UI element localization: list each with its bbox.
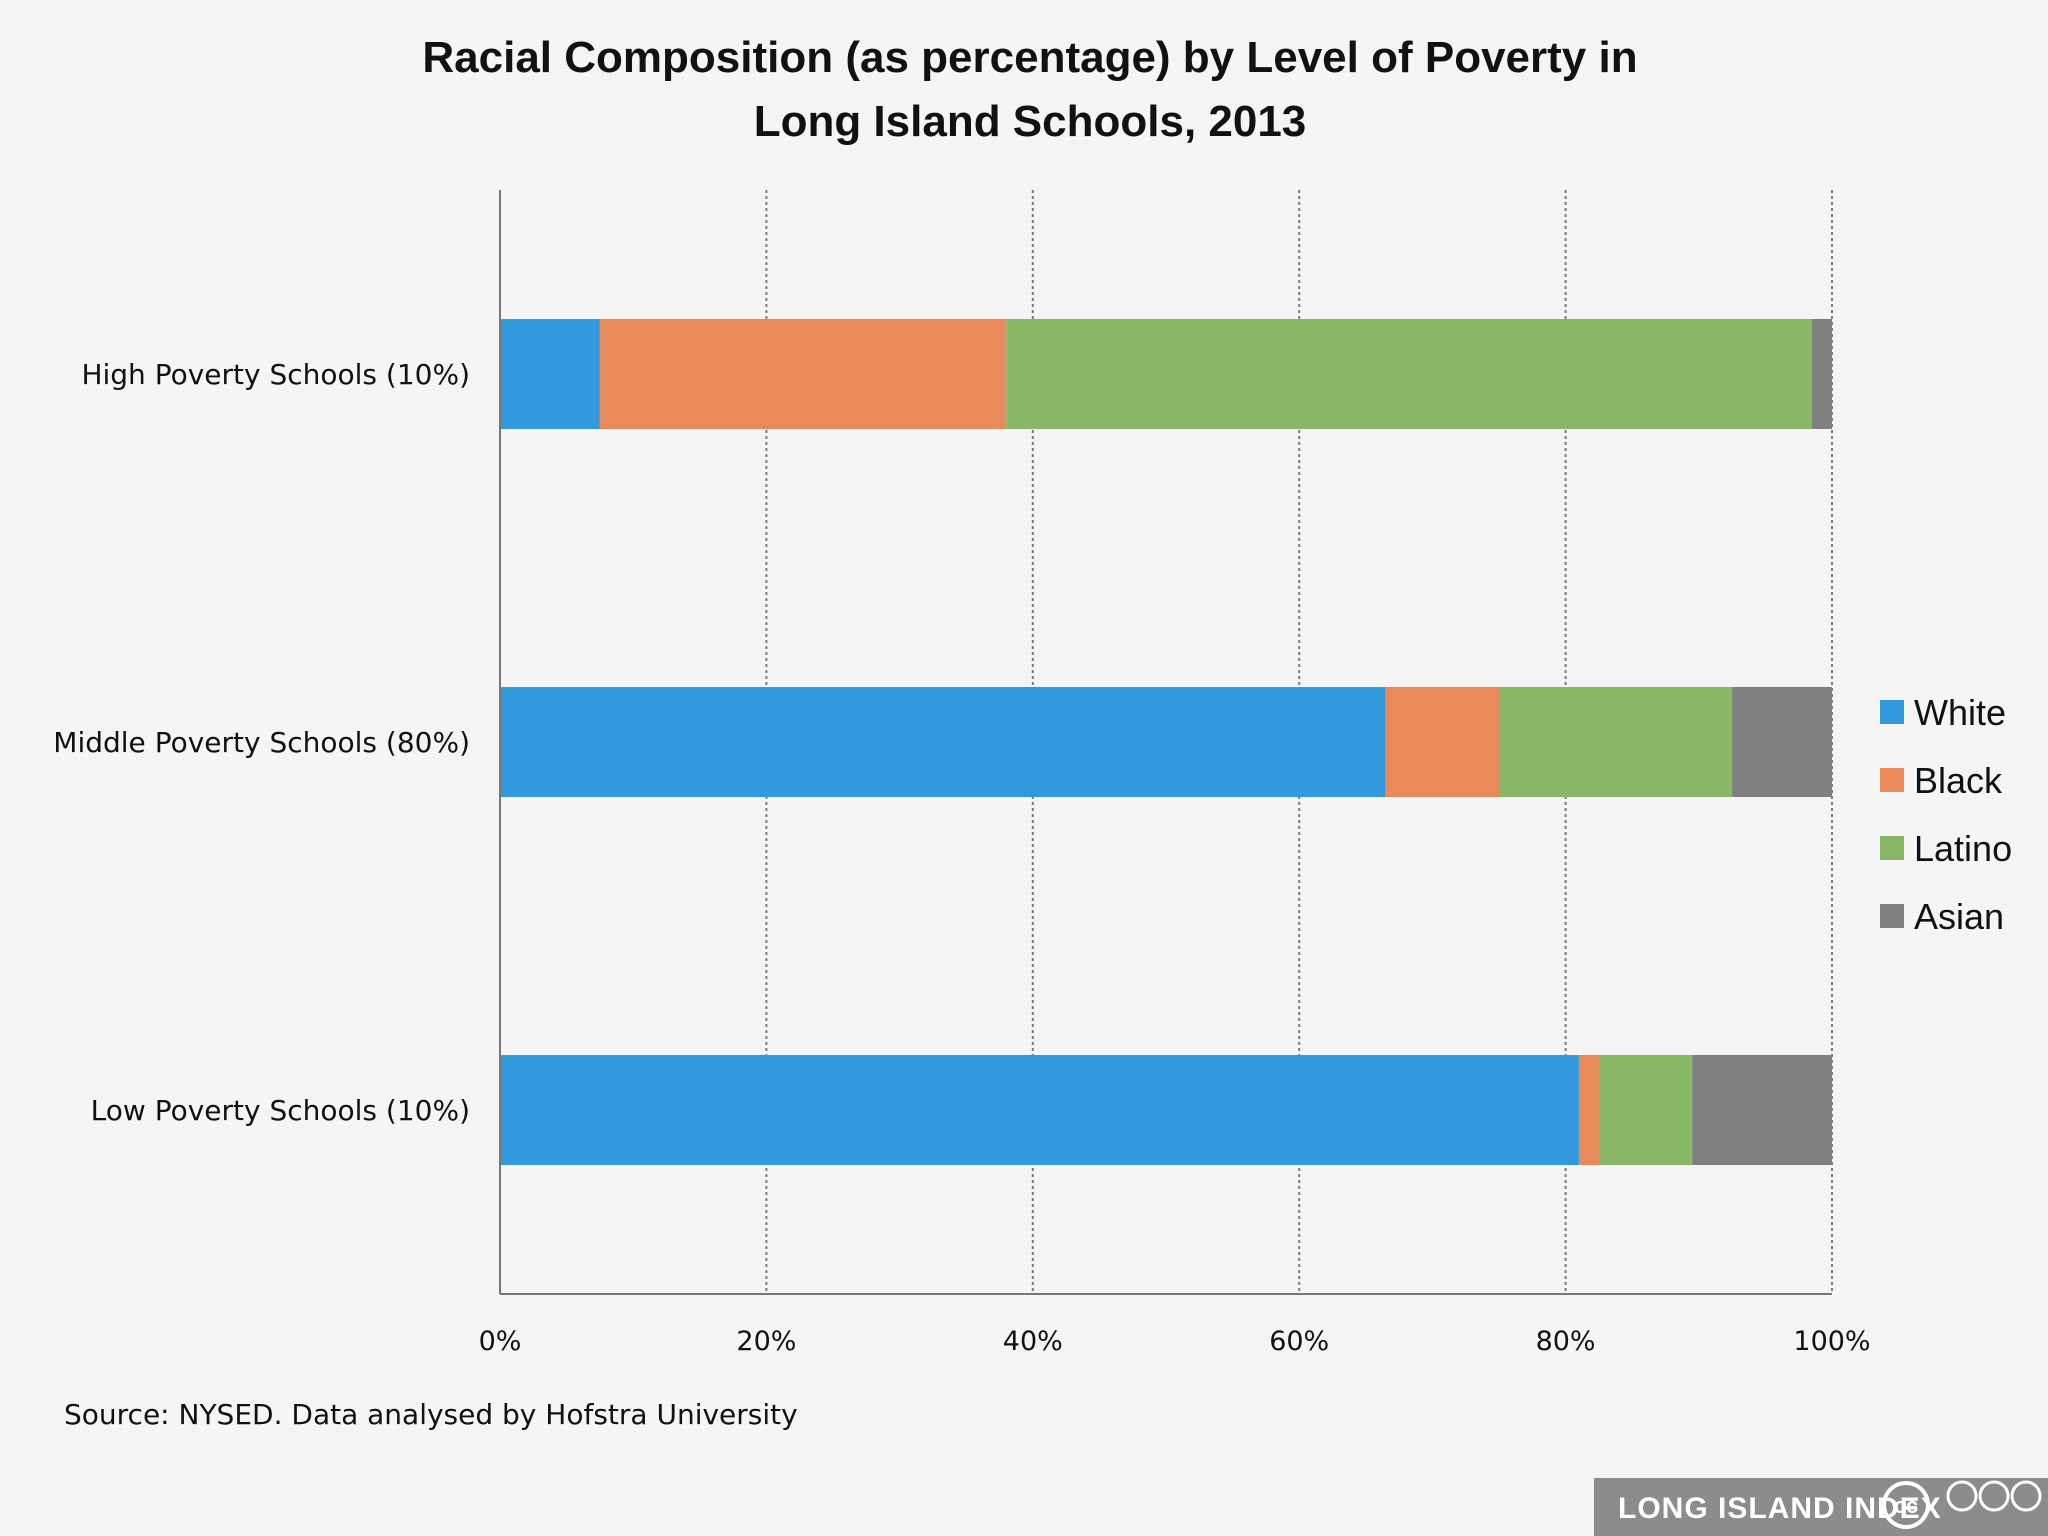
- legend-swatch-black: [1880, 768, 1904, 792]
- x-tick-label-2: 40%: [1003, 1326, 1063, 1357]
- legend-label-latino: Latino: [1914, 828, 2012, 869]
- bar-asian-3: [1692, 1055, 1832, 1165]
- category-label-1: High Poverty Schools (10%): [81, 358, 470, 391]
- bar-black-3: [1578, 1055, 1599, 1165]
- bar-white-2: [500, 687, 1386, 797]
- bar-black-2: [1385, 687, 1499, 797]
- axes: [499, 190, 1832, 1295]
- bar-black-1: [599, 319, 1007, 429]
- legend-label-white: White: [1914, 692, 2006, 733]
- x-tick-label-1: 20%: [736, 1326, 796, 1357]
- nc-icon: [1978, 1480, 2010, 1512]
- x-tick-label-5: 100%: [1793, 1326, 1870, 1357]
- chart-title-line-2: Long Island Schools, 2013: [754, 97, 1307, 146]
- legend-swatch-white: [1880, 700, 1904, 724]
- x-tick-label-4: 80%: [1536, 1326, 1596, 1357]
- legend-swatch-asian: [1880, 904, 1904, 928]
- bar-white-1: [500, 319, 600, 429]
- by-icon: [1946, 1480, 1978, 1512]
- bar-latino-2: [1499, 687, 1733, 797]
- bars: [500, 319, 1832, 1165]
- legend-label-black: Black: [1914, 760, 2003, 801]
- x-tick-label-0: 0%: [479, 1326, 522, 1357]
- legend: White Black Latino Asian: [1880, 692, 2012, 937]
- cc-icon-text: cc: [1894, 1493, 1918, 1518]
- category-labels: High Poverty Schools (10%) Middle Poverty…: [53, 358, 470, 1127]
- long-island-index-logo: LONG ISLAND INDEX cc: [1594, 1478, 2048, 1536]
- bar-latino-1: [1006, 319, 1813, 429]
- nd-icon: [2010, 1480, 2042, 1512]
- bar-asian-2: [1732, 687, 1832, 797]
- x-tick-label-3: 60%: [1269, 1326, 1329, 1357]
- legend-label-asian: Asian: [1914, 896, 2004, 937]
- cc-icon: [1882, 1481, 1930, 1529]
- tick-labels: 0% 20% 40% 60% 80% 100%: [479, 1326, 1871, 1357]
- bar-asian-1: [1812, 319, 1832, 429]
- category-label-2: Middle Poverty Schools (80%): [53, 726, 470, 759]
- category-label-3: Low Poverty Schools (10%): [91, 1094, 470, 1127]
- source-note: Source: NYSED. Data analysed by Hofstra …: [64, 1398, 798, 1431]
- legend-swatch-latino: [1880, 836, 1904, 860]
- bar-white-3: [500, 1055, 1579, 1165]
- chart-title-line-1: Racial Composition (as percentage) by Le…: [422, 33, 1637, 82]
- bar-latino-3: [1598, 1055, 1693, 1165]
